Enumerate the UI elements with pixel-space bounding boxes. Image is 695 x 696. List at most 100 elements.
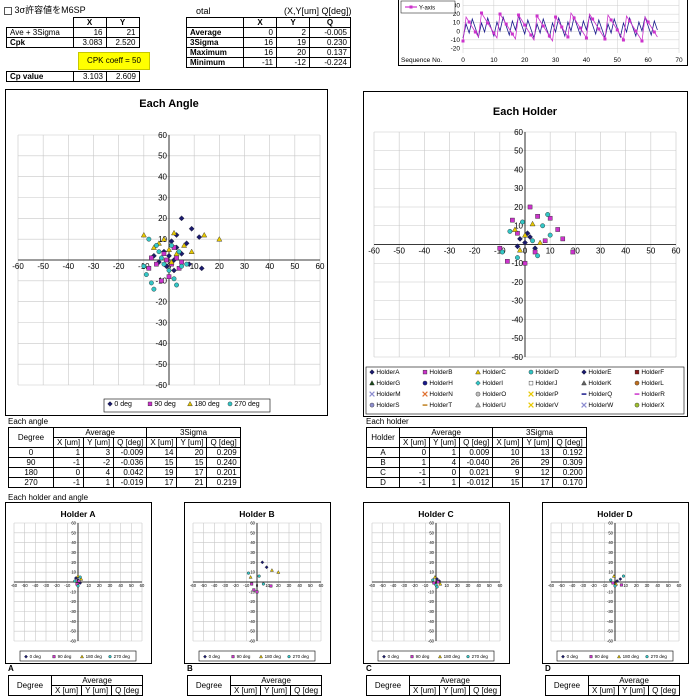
table-cell: 0 (429, 467, 461, 478)
data-point (535, 214, 540, 219)
chart-title: Holder A (60, 509, 95, 519)
x-tick-label: 60 (319, 583, 324, 588)
x-tick-label: 0 (256, 583, 259, 588)
series-holderd (499, 212, 553, 261)
series-90-deg (250, 582, 273, 594)
data-point (77, 579, 81, 583)
y-tick-label: 50 (514, 147, 523, 156)
subheader-cell: Y [um] (176, 437, 208, 448)
data-point (146, 236, 152, 242)
table-cell: 29 (522, 457, 554, 468)
x-tick-label: 60 (140, 583, 145, 588)
subheader-cell: Q [deg] (206, 437, 241, 448)
subheader-cell: Q [deg] (552, 437, 587, 448)
table-cell: D (366, 477, 400, 488)
y-tick-label: 30 (608, 550, 613, 555)
data-point (174, 282, 179, 288)
x-tick-label: -20 (233, 583, 240, 588)
holder-angle-title: Each holder and angle (8, 493, 89, 502)
y-tick-label: 30 (158, 193, 167, 202)
y-tick-label: -60 (428, 638, 435, 643)
data-point (169, 243, 174, 248)
seq-legend: Y-axis (400, 0, 456, 14)
legend-label: 0 deg (30, 654, 42, 659)
chart-title: Holder C (418, 509, 453, 519)
x-tick-label: -10 (64, 583, 71, 588)
legend: 0 deg 90 deg 180 deg 270 deg (103, 398, 271, 413)
table-cell: 0 (398, 447, 431, 458)
legend-label: HolderF (641, 369, 664, 376)
x-tick-label: 60 (498, 583, 503, 588)
seq-point (621, 38, 625, 42)
legend-marker (382, 654, 386, 659)
cpk-coeff-badge[interactable]: CPK coeff = 50 (78, 52, 150, 70)
legend-marker (24, 654, 28, 659)
legend-label: 0 deg (567, 654, 579, 659)
table-cell: 0 (8, 447, 54, 458)
each-holder-scatter: Each Holder-60 -50 -40 -30 -20 -10 0 10 20 30 40 50… (365, 106, 685, 415)
legend-label: 270 deg (114, 654, 131, 659)
y-tick-label: 60 (158, 131, 167, 140)
table-cell: 0.201 (206, 467, 241, 478)
table-cell: -0.019 (113, 477, 148, 488)
x-tick-label: 10 (444, 583, 449, 588)
y-tick-label: 50 (608, 530, 613, 535)
data-point (141, 263, 147, 269)
data-point (149, 255, 154, 261)
x-tick-label: -50 (37, 262, 49, 271)
x-tick-label: 50 (290, 262, 299, 271)
subheader-cell: Y [um] (81, 685, 113, 696)
series-90-deg (146, 245, 184, 284)
x-tick-label: -60 (12, 262, 24, 271)
x-tick-label: 0 (167, 262, 172, 271)
y-tick-label: 60 (608, 520, 613, 525)
y-tick-label: -30 (511, 297, 523, 306)
y-tick-label: -30 (607, 609, 614, 614)
data-point (257, 574, 261, 578)
data-point (171, 267, 177, 274)
data-point (188, 225, 195, 232)
subheader-cell: Y [um] (429, 437, 461, 448)
table-cell: 21 (176, 477, 208, 488)
data-point (269, 568, 274, 572)
y-tick-label: -40 (70, 619, 77, 624)
seq-point (461, 39, 465, 43)
table-cell: 17 (522, 477, 554, 488)
x-tick-label: 40 (118, 583, 123, 588)
series-0-deg (260, 560, 269, 570)
checkbox-box[interactable] (4, 6, 12, 15)
legend-label: HolderW (588, 402, 614, 409)
legend-marker (475, 380, 481, 386)
x-tick-label: 40 (621, 247, 630, 256)
table-row: 180 0 4 0.042 19 17 0.201 (8, 467, 241, 478)
table-cell: B (366, 457, 400, 468)
series-270-deg (609, 574, 626, 588)
data-point (497, 245, 503, 251)
y-tick-label: 20 (250, 560, 255, 565)
legend-marker (187, 401, 193, 407)
table-row: B 1 4 -0.040 26 29 0.309 (366, 457, 587, 468)
data-point (255, 590, 259, 594)
x-tick-label: -30 (222, 583, 229, 588)
total-value: 0.137 (309, 47, 351, 58)
holder-c-chart: Holder C-60-50-40-30-20-1001020304050606… (363, 502, 510, 664)
data-point (178, 215, 185, 222)
data-point (499, 249, 505, 255)
col-degree: Degree (187, 675, 231, 696)
legend-label: HolderX (641, 402, 665, 409)
seq-point (486, 21, 490, 25)
seq-point (603, 37, 607, 41)
options-checkbox[interactable]: 3σ許容値をM6SP (4, 3, 86, 16)
legend-label: HolderH (429, 380, 453, 387)
data-point (154, 243, 159, 248)
subheader-cell: Y [um] (83, 437, 115, 448)
x-tick-label: 20 (455, 583, 460, 588)
each-angle-chart: Each Angle-60-50-40-30-20-10010203040506… (5, 89, 328, 416)
data-point (174, 255, 179, 261)
summary-label: Ave + 3Sigma (6, 27, 74, 38)
holder-angle-table: Degree Average X [um] Y [um] Q [deg (545, 675, 681, 696)
chart-title: Holder D (597, 509, 632, 519)
data-point (79, 577, 84, 581)
legend-box (365, 366, 685, 415)
legend-marker (52, 655, 56, 659)
